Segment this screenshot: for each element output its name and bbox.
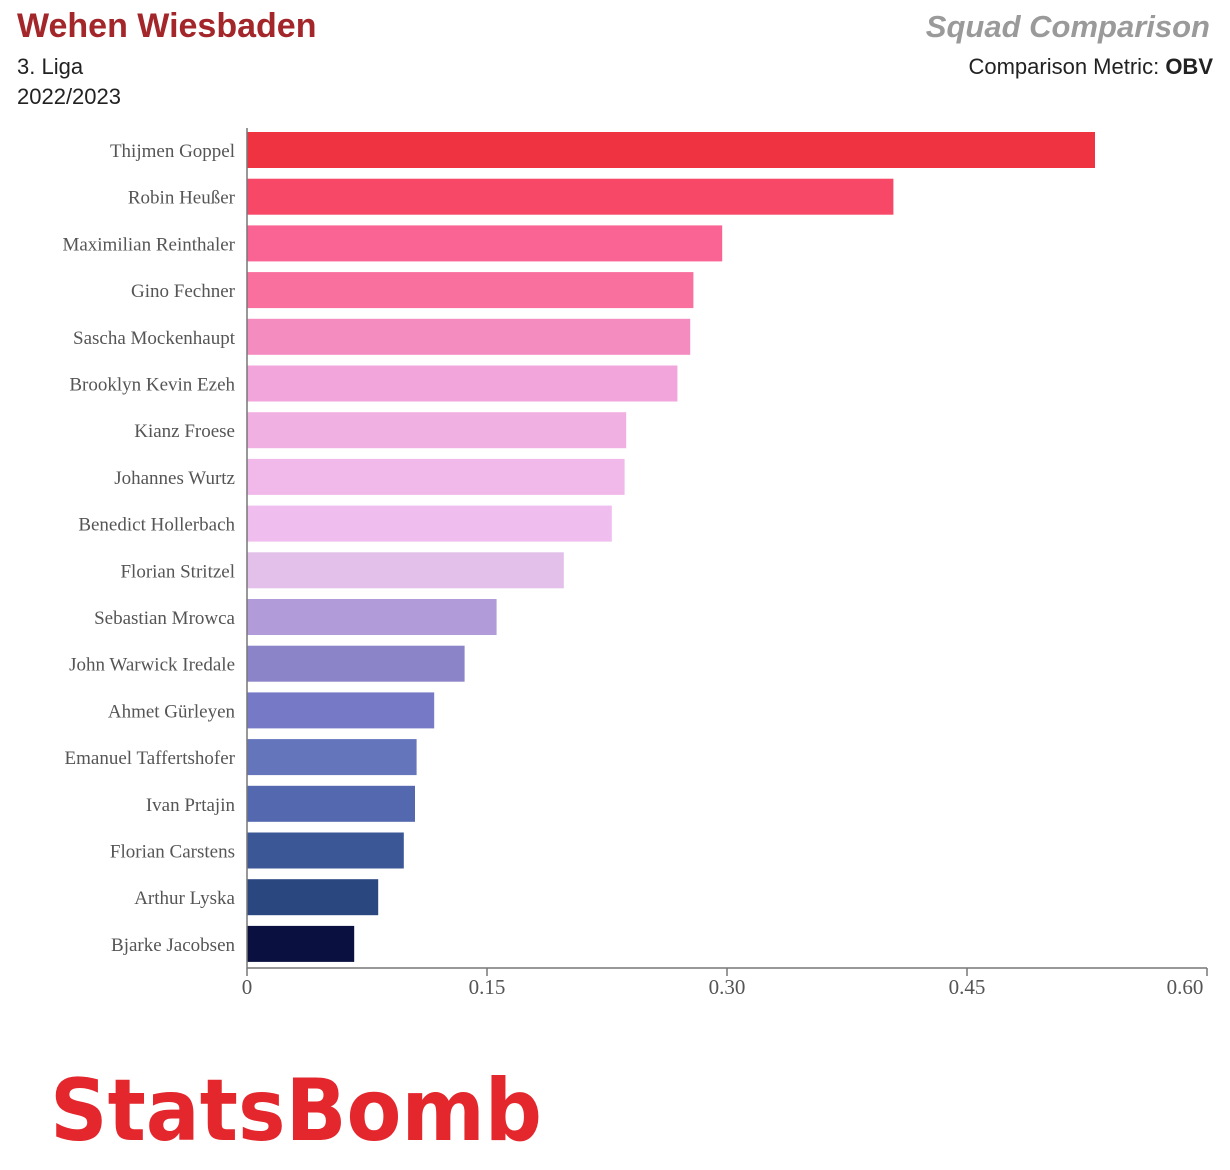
player-label: Johannes Wurtz xyxy=(114,468,235,489)
comparison-metric-value: OBV xyxy=(1165,54,1213,79)
player-label: Arthur Lyska xyxy=(134,888,235,909)
bar xyxy=(247,225,723,262)
player-label: Sebastian Mrowca xyxy=(94,608,235,629)
bar xyxy=(247,692,435,729)
axes: 0 0.15 0.30 0.45 0.60 xyxy=(242,128,1208,999)
player-label: Florian Carstens xyxy=(110,842,235,863)
player-label: Brooklyn Kevin Ezeh xyxy=(69,375,235,396)
player-label: Emanuel Taffertshofer xyxy=(65,748,236,769)
bar xyxy=(247,832,404,869)
bar xyxy=(247,412,627,449)
bar xyxy=(247,132,1095,168)
comparison-metric: Comparison Metric: OBV xyxy=(968,53,1213,81)
statsbomb-logo: StatsBomb xyxy=(50,1061,542,1158)
bar xyxy=(247,645,465,682)
bar xyxy=(247,178,894,215)
player-label: John Warwick Iredale xyxy=(69,655,235,676)
player-label: Thijmen Goppel xyxy=(110,141,235,162)
bar xyxy=(247,925,355,962)
chart-title: Squad Comparison xyxy=(925,9,1210,44)
bar xyxy=(247,318,691,355)
bar-chart: Thijmen Goppel Robin Heußer Maximilian Rei… xyxy=(62,128,1208,999)
player-labels: Thijmen Goppel Robin Heußer Maximilian Rei… xyxy=(62,141,235,956)
bar xyxy=(247,458,625,495)
x-tick-label: 0.15 xyxy=(469,975,506,999)
player-label: Ahmet Gürleyen xyxy=(108,701,236,722)
team-title: Wehen Wiesbaden xyxy=(17,7,317,45)
x-tick-label: 0 xyxy=(242,975,253,999)
x-tick-label: 0.45 xyxy=(949,975,986,999)
league-label: 3. Liga xyxy=(17,54,84,79)
bar xyxy=(247,785,415,822)
player-label: Bjarke Jacobsen xyxy=(111,935,235,956)
player-label: Sascha Mockenhaupt xyxy=(73,328,236,349)
bar xyxy=(247,365,678,402)
player-label: Benedict Hollerbach xyxy=(78,515,235,536)
bar xyxy=(247,599,497,635)
bar xyxy=(247,505,612,542)
player-label: Gino Fechner xyxy=(131,281,236,302)
season-label: 2022/2023 xyxy=(17,84,121,109)
player-label: Ivan Prtajin xyxy=(146,795,236,816)
player-label: Kianz Froese xyxy=(134,421,235,442)
player-label: Maximilian Reinthaler xyxy=(62,234,235,255)
player-label: Robin Heußer xyxy=(128,188,236,209)
player-label: Florian Stritzel xyxy=(120,561,235,582)
x-tick-label: 0.30 xyxy=(709,975,746,999)
bar xyxy=(247,879,379,916)
x-tick-label: 0.60 xyxy=(1167,975,1204,999)
comparison-metric-label: Comparison Metric: xyxy=(968,54,1166,79)
bar xyxy=(247,272,694,309)
logo-wordmark: StatsBomb xyxy=(50,1061,542,1158)
bar xyxy=(247,552,564,589)
bar xyxy=(247,739,417,776)
bars-layer xyxy=(247,132,1095,962)
